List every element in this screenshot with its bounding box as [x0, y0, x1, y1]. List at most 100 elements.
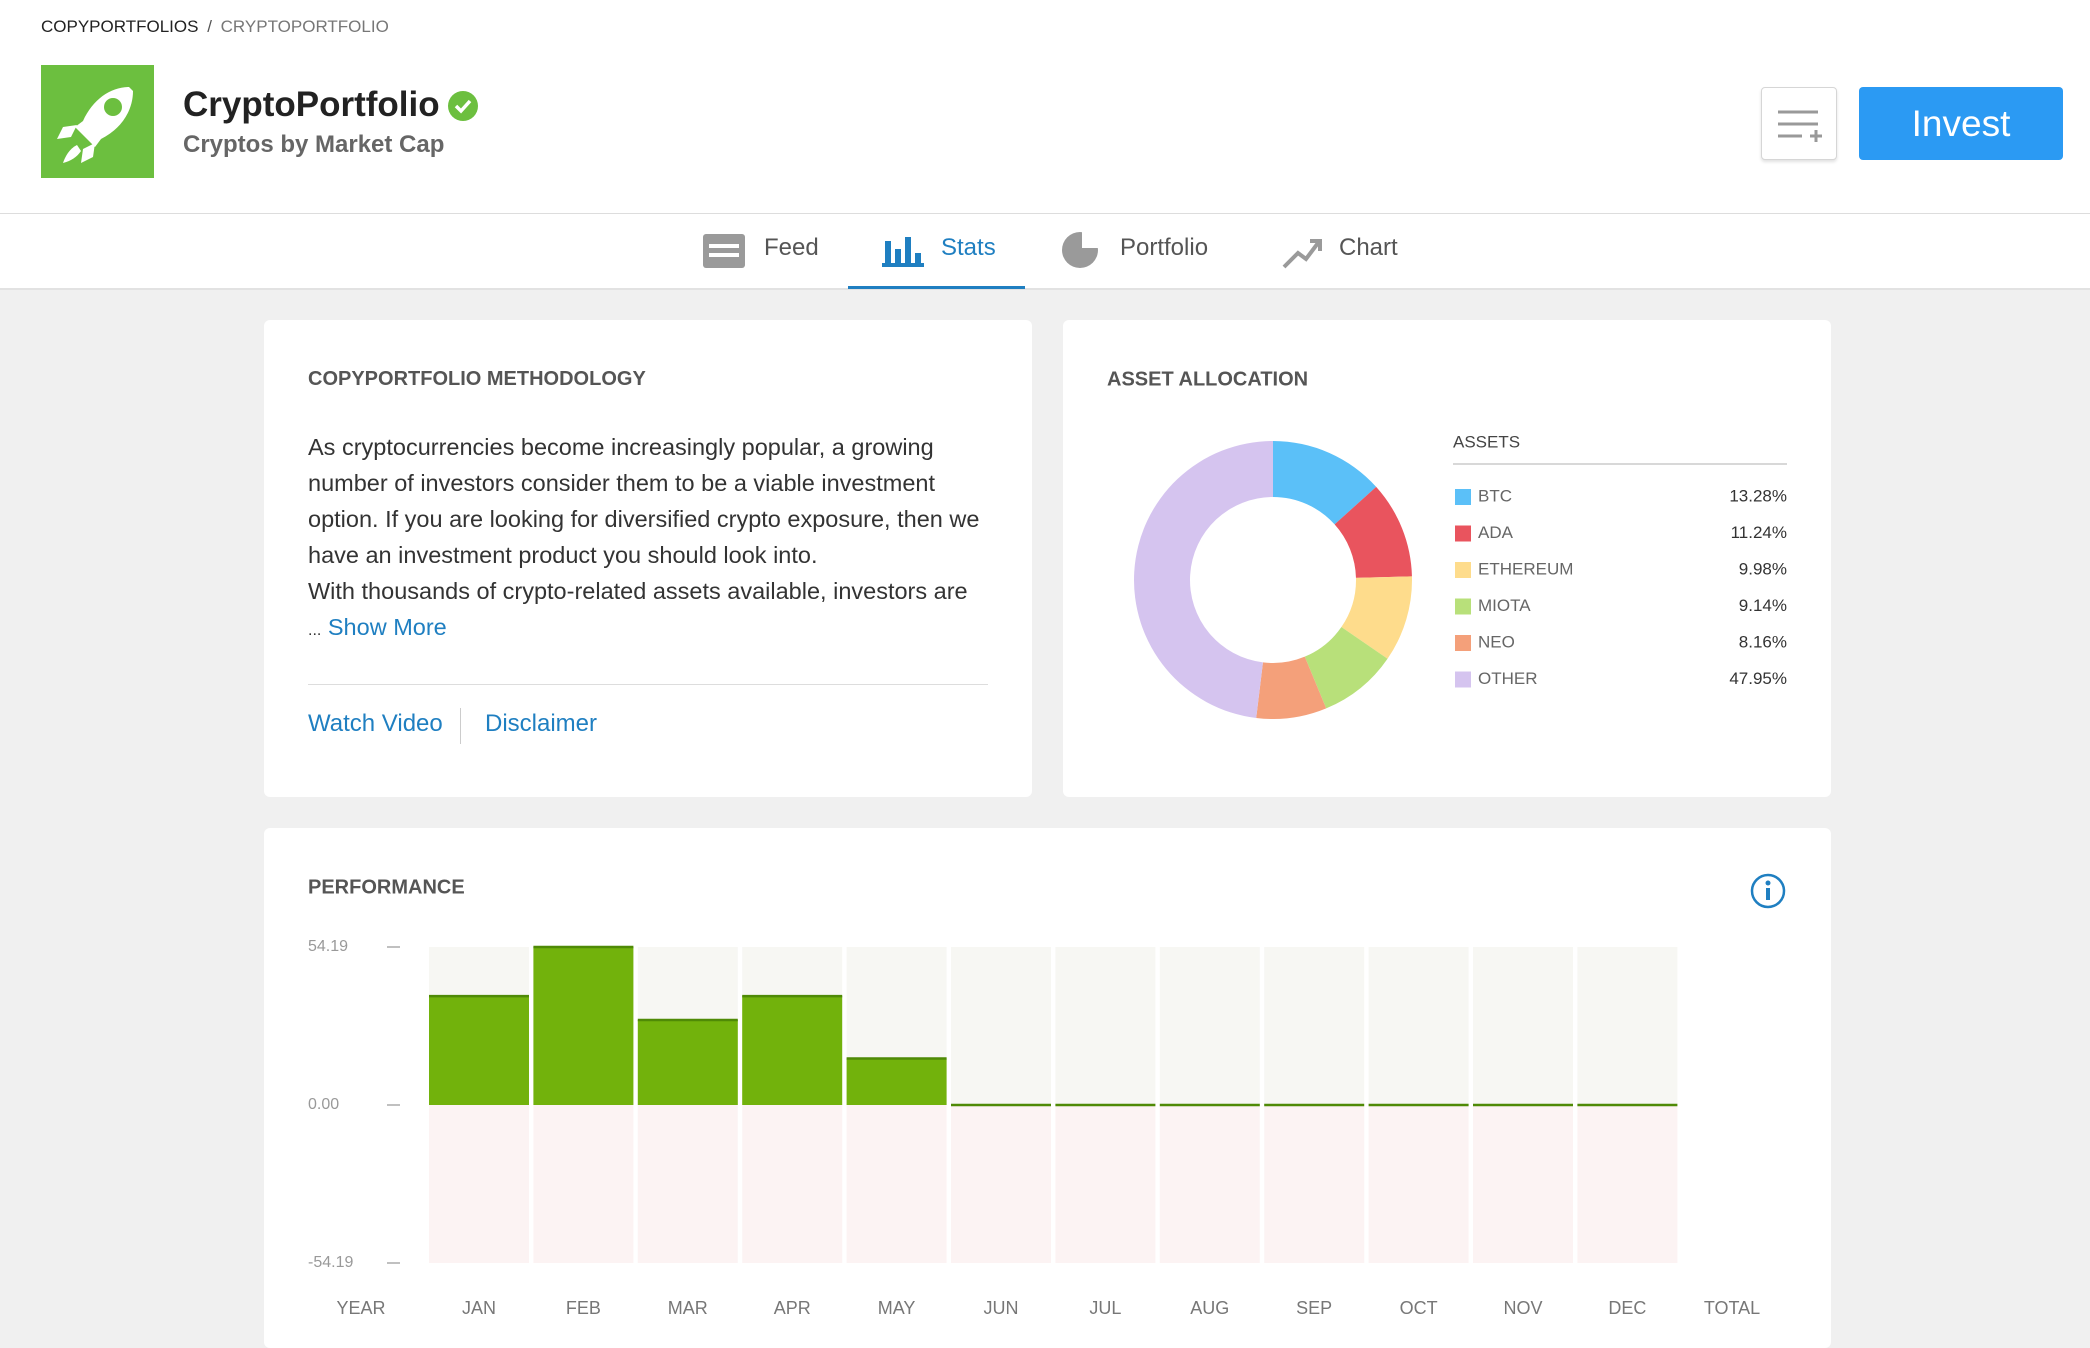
bar: [742, 996, 843, 1105]
methodology-text: As cryptocurrencies become increasingly …: [308, 429, 988, 649]
y-tick-label: -54.19: [308, 1254, 353, 1271]
column-bg-negative: [1159, 1105, 1260, 1263]
legend-value: 8.16%: [1739, 632, 1787, 651]
column-bg-positive: [1473, 947, 1573, 1105]
feed-icon: [703, 234, 745, 268]
portfolio-subtitle: Cryptos by Market Cap: [183, 131, 445, 158]
invest-button[interactable]: Invest: [1859, 87, 2063, 160]
header-area: [0, 0, 2090, 289]
chart-title: ASSET ALLOCATION: [1107, 368, 1308, 390]
legend-value: 47.95%: [1729, 669, 1787, 688]
x-tick-label: APR: [774, 1298, 811, 1318]
pie-slice: [1304, 627, 1388, 709]
tab[interactable]: Portfolio: [1120, 234, 1209, 261]
legend-swatch: [1455, 562, 1471, 578]
column-bg-negative: [1577, 1105, 1678, 1263]
legend-swatch: [1455, 489, 1471, 505]
column-bg-positive: [1264, 947, 1365, 1105]
x-tick-label: MAY: [878, 1298, 916, 1318]
legend-label: MIOTA: [1478, 596, 1531, 615]
active-tab-indicator: [848, 286, 1025, 289]
breadcrumb: COPYPORTFOLIOS / CRYPTOPORTFOLIO: [41, 16, 389, 38]
legend-swatch: [1455, 525, 1471, 542]
x-tick-label: JUL: [1089, 1298, 1121, 1318]
breadcrumb-current: CRYPTOPORTFOLIO: [220, 17, 389, 36]
pie-slice: [1341, 576, 1412, 659]
chart-icon: [1282, 239, 1322, 269]
column-bg-negative: [846, 1105, 947, 1263]
separator: [308, 684, 988, 685]
pie-slice: [1273, 441, 1377, 525]
legend-value: 13.28%: [1729, 486, 1787, 505]
methodology-title: COPYPORTFOLIO METHODOLOGY: [308, 368, 646, 390]
pie-slice: [1334, 486, 1412, 578]
column-bg-negative: [1473, 1105, 1573, 1263]
header-divider: [0, 213, 2090, 214]
legend-value: 9.98%: [1739, 559, 1787, 578]
breadcrumb-link[interactable]: COPYPORTFOLIOS: [41, 17, 199, 36]
y-tick-label: 0.00: [308, 1096, 339, 1113]
column-bg-positive: [1055, 947, 1156, 1105]
chart-title: PERFORMANCE: [308, 876, 465, 898]
legend-label: NEO: [1478, 632, 1515, 651]
ellipsis: ...: [308, 622, 322, 639]
x-tick-label: OCT: [1400, 1298, 1438, 1318]
info-icon[interactable]: [1750, 873, 1786, 909]
legend-label: BTC: [1478, 486, 1512, 505]
portfolio-title: CryptoPortfolio: [183, 85, 440, 124]
legend-label: ADA: [1478, 523, 1514, 542]
link-divider: [460, 708, 461, 744]
tab-icons: [703, 230, 1322, 269]
legend-title: ASSETS: [1453, 432, 1520, 451]
tab[interactable]: Stats: [941, 234, 996, 261]
column-bg-positive: [1159, 947, 1260, 1105]
x-tick-label: AUG: [1190, 1298, 1229, 1318]
column-bg-negative: [533, 1105, 634, 1263]
tabs-divider: [0, 288, 2090, 290]
pie-slice: [1256, 656, 1327, 719]
legend-label: OTHER: [1478, 669, 1538, 688]
column-bg-negative: [637, 1105, 738, 1263]
pie-slice: [1133, 441, 1273, 718]
x-tick-label: JAN: [462, 1298, 496, 1318]
column-label: TOTAL: [1704, 1298, 1760, 1318]
stats-icon: [882, 237, 924, 267]
y-tick-label: 54.19: [308, 938, 348, 955]
methodology-card: [264, 320, 1032, 797]
column-bg-positive: [1577, 947, 1678, 1105]
legend-value: 9.14%: [1739, 596, 1787, 615]
column-bg-positive: [951, 947, 1051, 1105]
column-bg-negative: [429, 1105, 529, 1263]
bar: [846, 1058, 947, 1105]
show-more-link[interactable]: Show More: [327, 614, 447, 640]
column-label: YEAR: [336, 1298, 385, 1318]
column-bg-negative: [1264, 1105, 1365, 1263]
x-tick-label: JUN: [984, 1298, 1019, 1318]
column-bg-negative: [951, 1105, 1051, 1263]
breadcrumb-separator: /: [207, 17, 212, 36]
x-tick-label: NOV: [1503, 1298, 1542, 1318]
legend-value: 11.24%: [1731, 523, 1787, 542]
tab[interactable]: Chart: [1339, 234, 1398, 261]
portfolio-logo: [41, 65, 154, 178]
watch-video-link[interactable]: Watch Video: [308, 710, 443, 737]
verified-badge: [448, 91, 478, 121]
column-bg-positive: [1368, 947, 1469, 1105]
portfolio-icon: [1062, 230, 1100, 268]
bar: [637, 1020, 738, 1105]
disclaimer-link[interactable]: Disclaimer: [485, 710, 598, 737]
tab[interactable]: Feed: [764, 234, 819, 261]
x-tick-label: DEC: [1608, 1298, 1646, 1318]
column-bg-negative: [1368, 1105, 1469, 1263]
paragraph: As cryptocurrencies become increasingly …: [308, 434, 980, 568]
legend-swatch: [1455, 671, 1471, 688]
rocket-icon: [57, 87, 133, 163]
x-tick-label: SEP: [1296, 1298, 1332, 1318]
legend-label: ETHEREUM: [1478, 559, 1573, 578]
watchlist-button[interactable]: [1761, 87, 1837, 160]
bar: [533, 947, 634, 1105]
column-bg-negative: [1055, 1105, 1156, 1263]
column-bg-negative: [742, 1105, 843, 1263]
